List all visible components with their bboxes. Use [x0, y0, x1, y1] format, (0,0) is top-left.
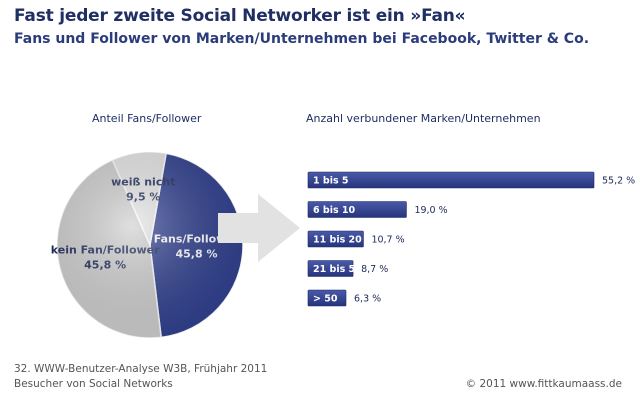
connector-arrow — [218, 194, 300, 262]
bar-value-label: 55,2 % — [602, 176, 635, 187]
source-line-1: 32. WWW-Benutzer-Analyse W3B, Frühjahr 2… — [14, 363, 268, 375]
pie-slice-label: weiß nicht — [111, 176, 175, 189]
bar-value-label: 8,7 % — [361, 264, 388, 275]
bar-value-label: 10,7 % — [371, 235, 404, 246]
bar-category-label: 6 bis 10 — [313, 205, 356, 216]
pie-slice-value: 9,5 % — [126, 191, 160, 204]
pie-slice-value: 45,8 % — [175, 247, 217, 260]
pie-heading: Anteil Fans/Follower — [92, 112, 202, 125]
bar — [307, 260, 354, 277]
bar — [307, 230, 364, 248]
pie-slice-label: kein Fan/Follower — [51, 243, 160, 256]
bar-category-label: > 50 — [313, 294, 338, 305]
bar — [307, 201, 407, 218]
bar-chart: 1 bis 5 55,2 % 6 bis 10 19,0 % 11 bis 20 10,7… — [307, 171, 635, 307]
bar-category-label: 1 bis 5 — [313, 176, 349, 187]
chart-title: Fast jeder zweite Social Networker ist e… — [14, 6, 466, 26]
pie-slice-value: 45,8 % — [84, 258, 126, 271]
bar-heading: Anzahl verbundener Marken/Unternehmen — [306, 112, 541, 125]
bar-category-label: 21 bis 50 — [313, 264, 362, 275]
bar-value-label: 19,0 % — [414, 205, 447, 216]
chart-subtitle: Fans und Follower von Marken/Unternehmen… — [14, 31, 590, 47]
bar-category-label: 11 bis 20 — [313, 235, 362, 246]
source-line-2: Besucher von Social Networks — [14, 378, 173, 390]
copyright: © 2011 www.fittkaumaass.de — [465, 378, 622, 390]
bar — [307, 289, 347, 307]
bar — [307, 171, 595, 189]
bar-value-label: 6,3 % — [354, 294, 381, 305]
